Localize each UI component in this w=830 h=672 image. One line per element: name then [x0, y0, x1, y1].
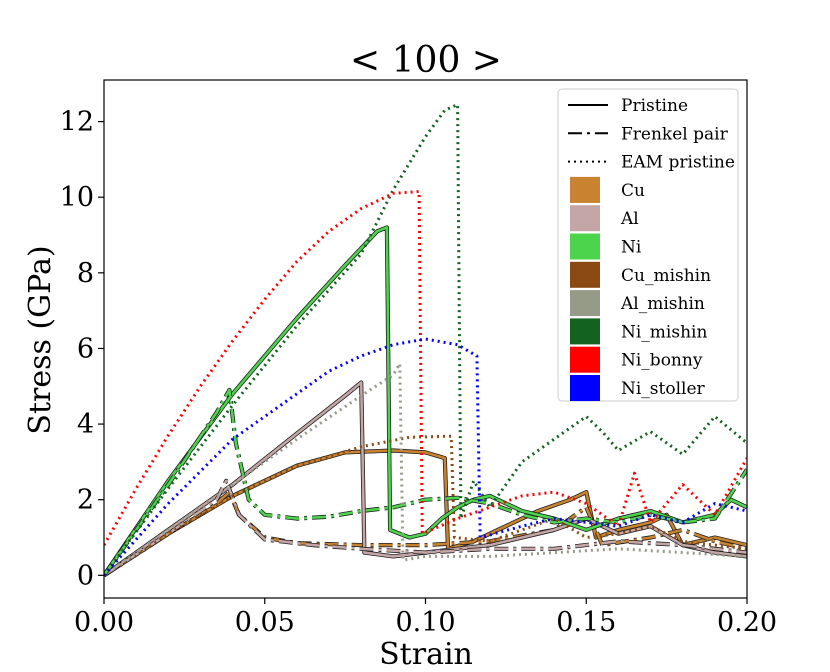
legend-label: Pristine: [621, 96, 688, 116]
y-tick-label: 2: [77, 485, 94, 516]
legend: Pristine Frenkel pair EAM pristine Cu Al Ni Cu…: [557, 88, 739, 402]
series-line: [104, 434, 747, 577]
legend-label: EAM pristine: [621, 153, 735, 173]
legend-swatch: [570, 290, 600, 317]
series-7: [104, 362, 747, 577]
series-1: [104, 490, 747, 578]
legend-label: Cu_mishin: [621, 266, 711, 286]
legend-swatch: [570, 346, 600, 373]
legend-label: Cu: [621, 181, 645, 201]
y-tick-label: 12: [60, 107, 94, 138]
x-tick-label: 0.20: [717, 607, 777, 638]
series-line: [104, 388, 747, 577]
x-tick-label: 0.05: [235, 607, 295, 638]
series-10: [104, 337, 747, 577]
legend-label: Ni_bonny: [621, 351, 703, 371]
series-line: [104, 490, 747, 577]
y-tick-label: 8: [77, 258, 94, 289]
series-9: [104, 190, 747, 546]
legend-label: Al_mishin: [620, 294, 705, 314]
y-tick-label: 4: [77, 409, 94, 440]
legend-swatch: [570, 233, 600, 260]
legend-label: Ni: [621, 238, 642, 258]
y-axis-label: Stress (GPa): [23, 245, 58, 434]
series-line: [104, 362, 747, 577]
series-6: [104, 434, 747, 577]
legend-label: Ni_stoller: [621, 379, 706, 399]
legend-label: Frenkel pair: [621, 124, 729, 144]
series-line: [104, 190, 747, 546]
legend-swatch: [570, 205, 600, 232]
x-axis-label: Strain: [379, 637, 473, 672]
series-5: [104, 387, 747, 577]
legend-swatch: [570, 318, 600, 345]
legend-swatch: [570, 261, 600, 288]
series-line: [104, 226, 747, 577]
y-tick-label: 6: [77, 333, 94, 364]
legend-label: Al: [620, 209, 639, 229]
y-tick-label: 0: [77, 560, 94, 591]
series-line: [104, 337, 747, 577]
legend-swatch: [570, 375, 600, 401]
legend-box: [557, 88, 739, 402]
x-tick-label: 0.10: [395, 607, 455, 638]
x-tick-label: 0.00: [74, 607, 134, 638]
series-4: [104, 225, 747, 577]
legend-label: Ni_mishin: [621, 322, 707, 342]
legend-swatch: [570, 176, 600, 203]
series-line-outline: [104, 387, 747, 577]
y-tick-label: 10: [60, 182, 94, 213]
x-tick-label: 0.15: [556, 607, 616, 638]
chart-title: < 100 >: [350, 40, 502, 81]
